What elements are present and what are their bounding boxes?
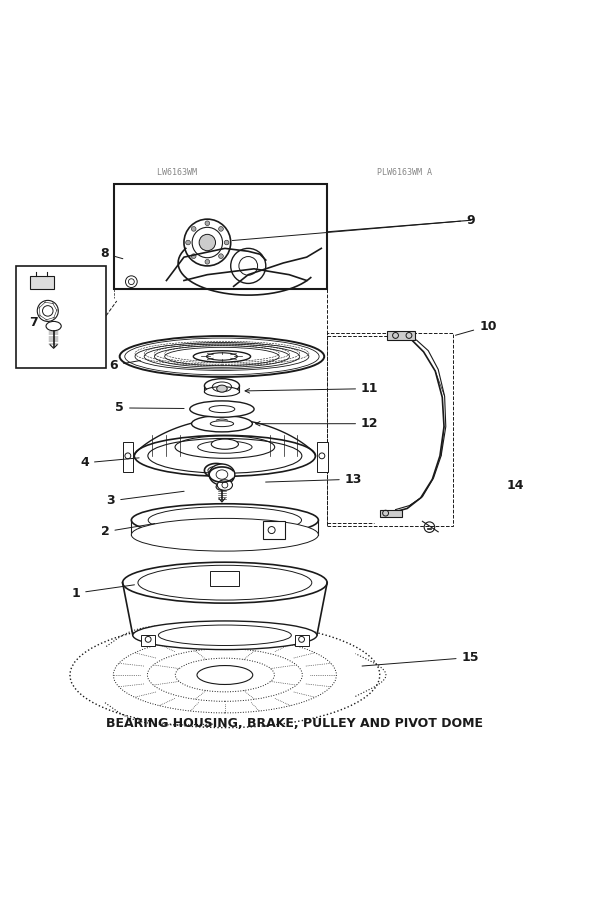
- Ellipse shape: [133, 621, 317, 650]
- Circle shape: [224, 240, 229, 245]
- Ellipse shape: [190, 400, 254, 418]
- Bar: [388, 331, 415, 340]
- Ellipse shape: [120, 336, 324, 377]
- Circle shape: [199, 234, 215, 251]
- Ellipse shape: [46, 321, 61, 331]
- Bar: [210, 571, 240, 586]
- Bar: [114, 184, 327, 289]
- Text: BEARING HOUSING, BRAKE, PULLEY AND PIVOT DOME: BEARING HOUSING, BRAKE, PULLEY AND PIVOT…: [107, 717, 483, 730]
- Ellipse shape: [194, 351, 251, 362]
- Bar: [16, 266, 106, 368]
- Bar: [263, 521, 285, 539]
- Ellipse shape: [135, 436, 316, 476]
- Bar: [327, 333, 453, 526]
- Bar: [30, 276, 54, 289]
- Circle shape: [205, 259, 209, 264]
- Ellipse shape: [192, 416, 253, 432]
- Ellipse shape: [209, 464, 235, 485]
- Circle shape: [219, 254, 223, 258]
- Text: 8: 8: [101, 248, 123, 260]
- Ellipse shape: [123, 562, 327, 603]
- Bar: [141, 635, 155, 646]
- Text: 12: 12: [255, 418, 379, 430]
- Ellipse shape: [211, 439, 238, 449]
- Ellipse shape: [132, 518, 319, 551]
- Circle shape: [186, 240, 191, 245]
- Text: 15: 15: [362, 651, 479, 666]
- Bar: [123, 442, 133, 472]
- Ellipse shape: [217, 480, 232, 491]
- Text: 9: 9: [232, 214, 474, 240]
- Text: 3: 3: [107, 491, 184, 508]
- Text: 4: 4: [80, 456, 139, 470]
- Bar: [294, 635, 309, 646]
- Circle shape: [205, 220, 209, 226]
- Text: 2: 2: [101, 524, 155, 538]
- Ellipse shape: [204, 379, 240, 392]
- Text: 13: 13: [266, 472, 362, 486]
- Ellipse shape: [204, 387, 240, 397]
- Text: 14: 14: [507, 479, 524, 491]
- Text: 5: 5: [115, 401, 184, 414]
- Ellipse shape: [216, 483, 228, 490]
- Text: LW6163WM                                    PLW6163WM A: LW6163WM PLW6163WM A: [158, 168, 432, 177]
- Ellipse shape: [217, 385, 227, 392]
- Ellipse shape: [132, 504, 319, 536]
- Circle shape: [191, 227, 196, 231]
- Circle shape: [191, 254, 196, 258]
- Text: 6: 6: [110, 359, 140, 372]
- Bar: [380, 509, 402, 517]
- Bar: [317, 442, 327, 472]
- Circle shape: [219, 227, 223, 231]
- Text: 1: 1: [71, 585, 135, 599]
- Text: 10: 10: [455, 320, 497, 336]
- Text: 7: 7: [29, 316, 38, 329]
- Text: 11: 11: [245, 382, 379, 395]
